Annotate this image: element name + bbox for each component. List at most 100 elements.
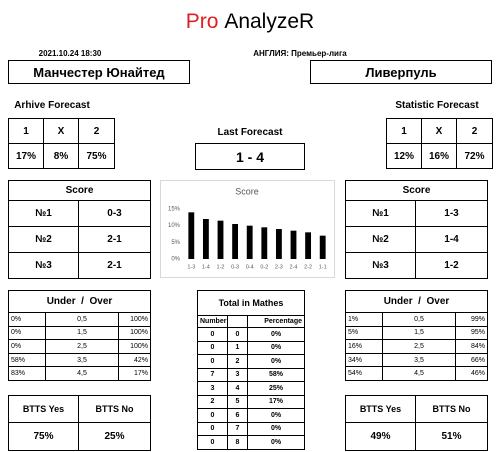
- total-goals: 0: [227, 327, 248, 342]
- btts-header: BTTS Yes: [8, 395, 79, 423]
- total-count: 2: [197, 394, 228, 409]
- over-value: 17%: [118, 366, 151, 381]
- x-tick-label: 1-4: [202, 264, 210, 270]
- score-cell: 0-3: [78, 200, 151, 227]
- league: АНГЛИЯ: Премьер-лига: [253, 48, 347, 58]
- home-team: Манчестер Юнайтед: [8, 60, 190, 84]
- line-value: 1,5: [382, 325, 456, 341]
- total-percentage: 25%: [247, 381, 305, 396]
- under-value: 1%: [345, 312, 383, 327]
- under-value: 16%: [345, 339, 383, 354]
- forecast-title: Statistic Forecast: [395, 99, 479, 111]
- score-cell: 1-2: [415, 252, 488, 279]
- forecast-value: 12%: [386, 143, 422, 169]
- match-datetime: 2021.10.24 18:30: [38, 48, 102, 58]
- under-value: 5%: [345, 325, 383, 341]
- y-tick-label: 15%: [168, 207, 181, 213]
- total-count: 0: [197, 421, 228, 436]
- score-cell: №2: [8, 226, 79, 253]
- bar: [305, 232, 312, 259]
- brand: Pro AnalyzeR: [150, 8, 350, 36]
- total-percentage: 0%: [247, 354, 305, 369]
- line-value: 1,5: [45, 325, 119, 341]
- btts-value: 25%: [78, 422, 151, 451]
- btts-value: 75%: [8, 422, 79, 451]
- x-tick-label: 0-4: [246, 264, 254, 270]
- score-cell: №2: [345, 226, 416, 253]
- forecast-header: 2: [456, 118, 493, 144]
- btts-value: 51%: [415, 422, 488, 451]
- bar: [246, 225, 253, 259]
- line-value: 3,5: [45, 352, 119, 368]
- btts-header: BTTS Yes: [345, 395, 416, 423]
- score-cell: №3: [8, 252, 79, 279]
- total-percentage: 0%: [247, 408, 305, 423]
- under-value: 34%: [345, 352, 383, 368]
- forecast-value: 72%: [456, 143, 493, 169]
- over-value: 46%: [455, 366, 488, 381]
- btts-header: BTTS No: [78, 395, 151, 423]
- under-value: 54%: [345, 366, 383, 381]
- line-value: 4,5: [382, 366, 456, 381]
- forecast-value: 16%: [421, 143, 457, 169]
- line-value: 2,5: [45, 339, 119, 354]
- x-tick-label: 2-3: [275, 264, 283, 270]
- bar: [290, 230, 297, 259]
- bar: [261, 227, 268, 259]
- total-goals: 2: [227, 354, 248, 369]
- under-value: 0%: [8, 312, 46, 327]
- total-count: 0: [197, 354, 228, 369]
- over-value: 95%: [455, 325, 488, 341]
- under-over-title: Under / Over: [345, 290, 488, 313]
- away-team: Ливерпуль: [310, 60, 492, 84]
- forecast-header: 2: [78, 118, 115, 144]
- bar: [319, 235, 326, 259]
- bar: [275, 229, 282, 259]
- under-value: 58%: [8, 352, 46, 368]
- total-goals: 1: [227, 340, 248, 355]
- line-value: 3,5: [382, 352, 456, 368]
- score-cell: 1-3: [415, 200, 488, 227]
- x-tick-label: 1-2: [217, 264, 225, 270]
- total-count: 0: [197, 340, 228, 355]
- score-cell: №3: [345, 252, 416, 279]
- total-goals: 8: [227, 435, 248, 450]
- forecast-title: Arhive Forecast: [14, 99, 90, 111]
- forecast-header: X: [43, 118, 79, 144]
- under-value: 0%: [8, 339, 46, 354]
- total-goals: 5: [227, 394, 248, 409]
- total-count: 7: [197, 367, 228, 382]
- x-tick-label: 2-2: [304, 264, 312, 270]
- last-forecast-title: Last Forecast: [217, 126, 283, 138]
- over-value: 84%: [455, 339, 488, 354]
- total-count: 0: [197, 327, 228, 342]
- total-goals: 4: [227, 381, 248, 396]
- forecast-value: 17%: [8, 143, 44, 169]
- total-percentage: 0%: [247, 421, 305, 436]
- y-tick-label: 10%: [168, 223, 181, 229]
- score-cell: 2-1: [78, 252, 151, 279]
- y-tick-label: 0%: [171, 257, 180, 263]
- x-tick-label: 0-3: [231, 264, 239, 270]
- score-cell: 1-4: [415, 226, 488, 253]
- over-value: 100%: [118, 312, 151, 327]
- total-percentage: 0%: [247, 435, 305, 450]
- chart-title: Score: [235, 186, 259, 196]
- bar: [202, 219, 209, 259]
- line-value: 0,5: [382, 312, 456, 327]
- over-value: 99%: [455, 312, 488, 327]
- total-count: 3: [197, 381, 228, 396]
- total-goals: 7: [227, 421, 248, 436]
- total-percentage: 0%: [247, 340, 305, 355]
- forecast-header: 1: [8, 118, 44, 144]
- over-value: 66%: [455, 352, 488, 368]
- x-tick-label: 1-3: [187, 264, 195, 270]
- total-count: 0: [197, 408, 228, 423]
- under-value: 0%: [8, 325, 46, 341]
- score-chart: Score 0% 5% 10% 15% 1-3 1-4 1-2 0-3 0-4 0-2 2-3 2-4 2…: [160, 180, 335, 278]
- x-tick-label: 1-1: [319, 264, 327, 270]
- bar: [188, 212, 195, 259]
- total-title: Total in Mathes: [197, 290, 305, 316]
- line-value: 4,5: [45, 366, 119, 381]
- x-tick-label: 0-2: [260, 264, 268, 270]
